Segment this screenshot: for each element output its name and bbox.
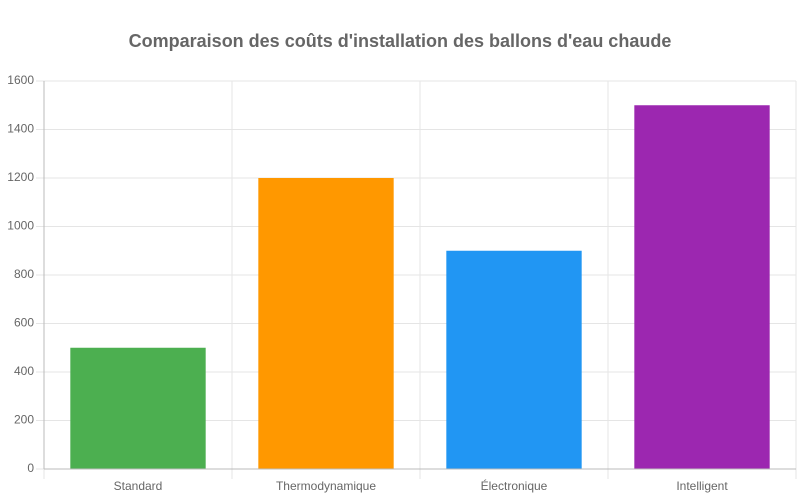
y-tick-label: 400 — [14, 364, 34, 378]
bar — [634, 105, 770, 469]
bar — [446, 250, 582, 469]
chart-title: Comparaison des coûts d'installation des… — [129, 31, 672, 51]
y-tick-label: 1200 — [7, 170, 34, 184]
y-tick-label: 800 — [14, 267, 34, 281]
y-tick-label: 1600 — [7, 73, 34, 87]
y-tick-label: 600 — [14, 316, 34, 330]
x-tick-label: Thermodynamique — [276, 479, 376, 493]
y-tick-label: 1400 — [7, 122, 34, 136]
bar — [258, 178, 394, 469]
bar — [70, 347, 206, 469]
y-tick-label: 1000 — [7, 219, 34, 233]
x-tick-label: Électronique — [481, 478, 548, 493]
x-tick-label: Intelligent — [676, 479, 728, 493]
y-tick-label: 200 — [14, 413, 34, 427]
y-tick-label: 0 — [27, 461, 34, 475]
x-tick-label: Standard — [114, 479, 163, 493]
